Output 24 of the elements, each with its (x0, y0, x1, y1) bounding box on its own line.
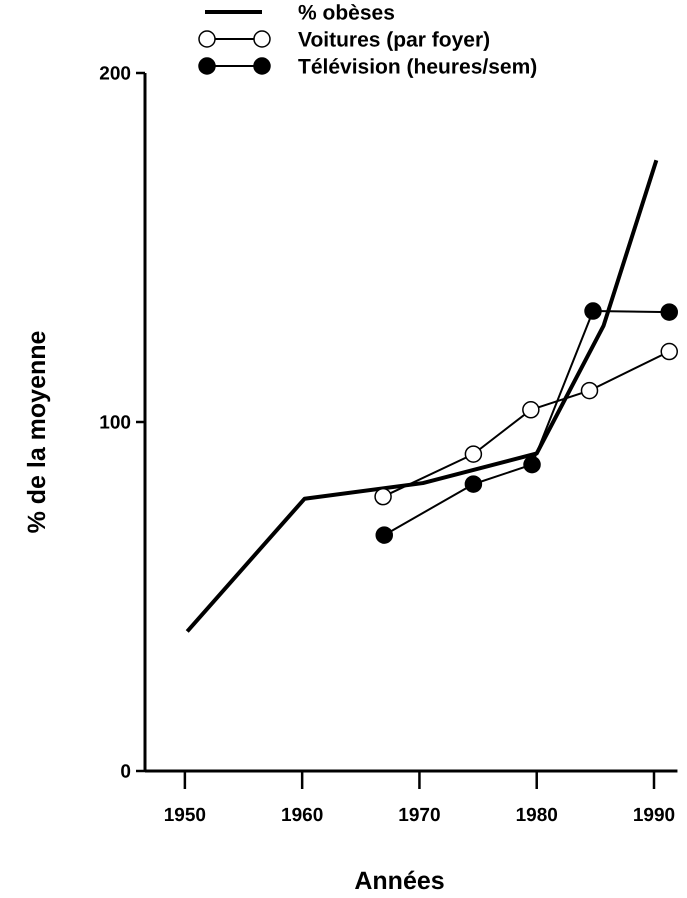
point (374, 488, 392, 506)
point (580, 382, 598, 400)
point (464, 475, 482, 493)
legend-label: % obèses (298, 1, 395, 24)
point (660, 303, 678, 321)
y-tick-label: 0 (120, 762, 131, 783)
point (464, 445, 482, 463)
y-tick-label: 200 (99, 64, 131, 85)
x-tick-label: 1990 (632, 805, 676, 826)
y-axis-title: % de la moyenne (23, 330, 51, 534)
legend-label: Voitures (par foyer) (298, 28, 490, 52)
y-tick-label: 100 (99, 412, 131, 434)
point (660, 342, 678, 360)
line-series (185, 158, 658, 634)
point (376, 526, 394, 544)
legend-label: Télévision (heures/sem) (298, 55, 538, 78)
x-tick-label: 1950 (164, 805, 206, 826)
point (584, 302, 602, 320)
x-axis-title: Années (354, 867, 445, 895)
x-tick-label: 1970 (398, 805, 441, 826)
point (523, 456, 541, 474)
x-tick-label: 1960 (281, 805, 324, 826)
point (522, 401, 540, 419)
x-tick-label: 1980 (516, 805, 558, 826)
